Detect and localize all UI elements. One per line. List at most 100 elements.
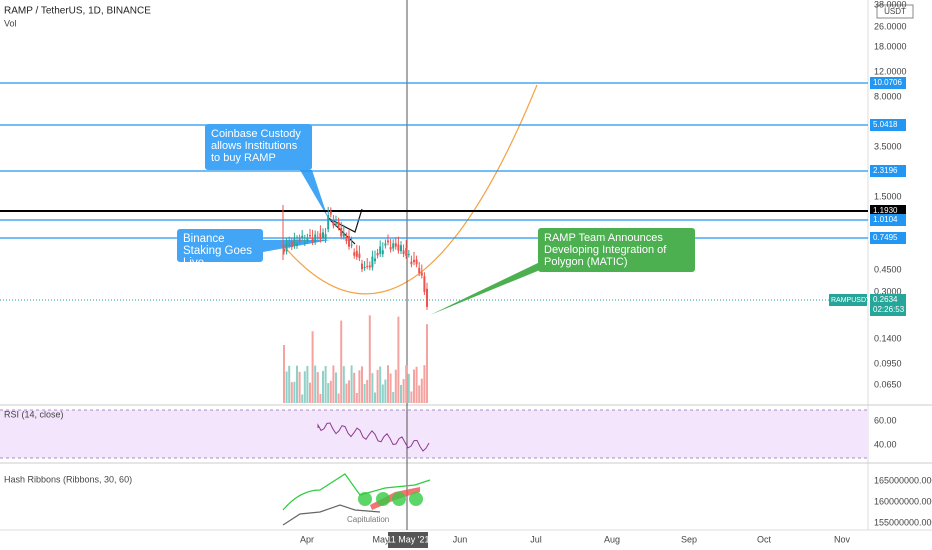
candle bbox=[363, 267, 366, 269]
volume-bar bbox=[319, 393, 322, 403]
level-value: 2.3196 bbox=[873, 166, 898, 175]
volume-bar bbox=[298, 371, 301, 403]
candle bbox=[311, 237, 314, 242]
hash-fast bbox=[282, 473, 431, 511]
volume-bar bbox=[340, 320, 343, 403]
hash-title: Hash Ribbons (Ribbons, 30, 60) bbox=[4, 474, 132, 484]
candle bbox=[368, 265, 371, 268]
level-value: 1.0104 bbox=[873, 215, 898, 224]
volume-bar bbox=[400, 384, 402, 403]
price-label: 0.0950 bbox=[874, 358, 902, 368]
candle bbox=[423, 276, 426, 292]
volume-bar bbox=[397, 316, 400, 403]
volume-bar bbox=[335, 372, 337, 403]
candle bbox=[324, 234, 327, 240]
candle bbox=[345, 236, 348, 242]
rsi-title: RSI (14, close) bbox=[4, 409, 64, 419]
price-label: 0.1400 bbox=[874, 333, 902, 343]
volume-bar bbox=[306, 365, 309, 403]
candle bbox=[288, 244, 291, 246]
countdown: 02:26:53 bbox=[873, 305, 905, 314]
volume-bar bbox=[407, 373, 410, 403]
candle bbox=[361, 263, 363, 270]
volume-bar bbox=[290, 382, 293, 403]
ticker-badge bbox=[829, 294, 867, 306]
volume-bar bbox=[410, 391, 413, 403]
annotation[interactable]: Binance Staking Goes Live bbox=[177, 229, 263, 269]
volume-bar bbox=[311, 331, 314, 403]
candle bbox=[327, 214, 330, 230]
price-label: 38.0000 bbox=[874, 0, 907, 9]
volume-bar bbox=[426, 324, 428, 403]
candle bbox=[381, 250, 384, 255]
candle bbox=[387, 240, 389, 243]
price-label: 0.3000 bbox=[874, 286, 902, 296]
candle bbox=[285, 243, 288, 252]
rsi-line bbox=[317, 422, 430, 452]
volume-bar bbox=[316, 372, 319, 403]
volume-bar bbox=[348, 380, 350, 403]
price-label: 1.5000 bbox=[874, 191, 902, 201]
level-value: 1.1930 bbox=[873, 206, 898, 215]
volume-bar bbox=[366, 379, 369, 403]
time-label: Jun bbox=[453, 534, 468, 544]
candle bbox=[314, 234, 317, 242]
hash-marker: Capitulation bbox=[347, 515, 389, 524]
volume-bar bbox=[392, 391, 395, 403]
volume-bar bbox=[288, 365, 291, 403]
volume-bar bbox=[368, 315, 371, 403]
candle bbox=[309, 234, 311, 237]
candle bbox=[410, 261, 413, 265]
candle bbox=[316, 237, 319, 239]
candle bbox=[379, 246, 382, 254]
volume-bar bbox=[327, 383, 330, 403]
cursor-badge bbox=[388, 532, 428, 548]
volume-bar bbox=[283, 345, 285, 403]
level-value: 5.0418 bbox=[873, 120, 898, 129]
price-label: 3.5000 bbox=[874, 141, 902, 151]
candle bbox=[374, 258, 376, 262]
candle bbox=[418, 267, 421, 274]
candle bbox=[397, 244, 400, 251]
volume-bar bbox=[405, 365, 408, 403]
volume-bar bbox=[418, 385, 421, 403]
volume-bar bbox=[353, 372, 356, 403]
volume-bar bbox=[379, 366, 382, 403]
candle bbox=[332, 221, 335, 226]
volume-bar bbox=[415, 366, 418, 403]
currency-badge[interactable] bbox=[876, 4, 914, 19]
candle bbox=[389, 247, 392, 250]
candle bbox=[335, 223, 337, 225]
candle bbox=[415, 259, 418, 265]
volume-label: Vol bbox=[4, 18, 17, 28]
candle bbox=[426, 288, 428, 307]
volume-bar bbox=[423, 365, 426, 403]
volume-bar bbox=[296, 365, 298, 403]
volume-bar bbox=[324, 366, 327, 403]
volume-bar bbox=[355, 392, 358, 403]
volume-bar bbox=[394, 369, 397, 403]
candle bbox=[329, 211, 332, 215]
time-label: Oct bbox=[757, 534, 772, 544]
time-label: Apr bbox=[300, 534, 314, 544]
hash-label: 160000000.0000 bbox=[874, 496, 932, 506]
candle bbox=[392, 243, 395, 249]
candle bbox=[350, 244, 353, 246]
volume-bar bbox=[314, 365, 317, 403]
annotation[interactable]: RAMP Team Announces Developing Integrati… bbox=[538, 228, 695, 272]
volume-bar bbox=[350, 365, 353, 403]
candle bbox=[337, 221, 340, 228]
signal-dot bbox=[358, 492, 372, 506]
price-label: 0.4500 bbox=[874, 264, 902, 274]
candle bbox=[296, 243, 298, 246]
volume-bar bbox=[384, 379, 387, 403]
signal-dot bbox=[409, 492, 423, 506]
annotation[interactable]: Coinbase Custody allows Institutions to … bbox=[205, 124, 312, 170]
volume-bar bbox=[301, 394, 304, 403]
candle bbox=[376, 253, 379, 256]
volume-bar bbox=[332, 365, 335, 403]
volume-bar bbox=[322, 370, 324, 403]
hash-slow bbox=[282, 504, 381, 526]
